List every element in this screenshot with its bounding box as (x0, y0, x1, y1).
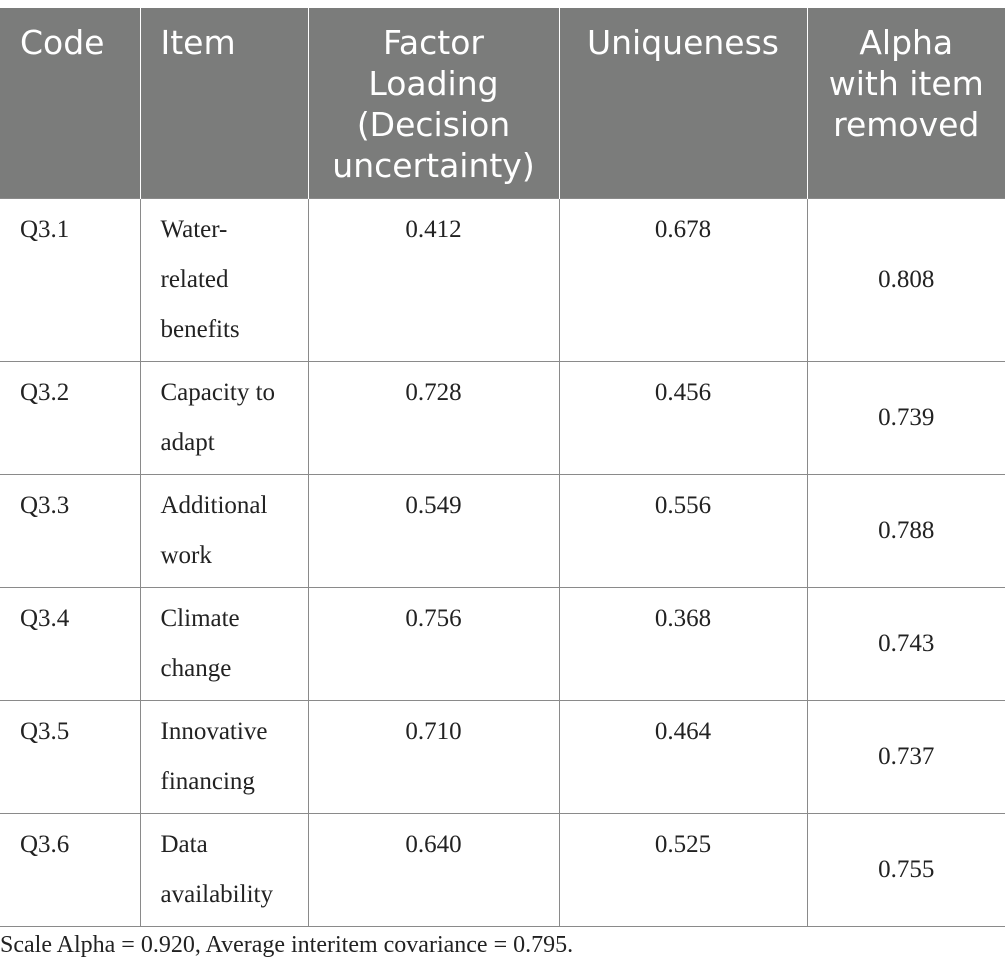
cell-uniqueness: 0.525 (558, 813, 808, 927)
cell-code: Q3.4 (0, 587, 141, 701)
header-item: Item (140, 8, 309, 199)
cell-alpha-removed: 0.808 (806, 198, 1005, 362)
factor-analysis-table: Code Item Factor Loading (Decision uncer… (0, 8, 1005, 927)
cell-uniqueness: 0.556 (558, 474, 808, 588)
cell-item: Additional work (139, 474, 309, 588)
cell-alpha-removed: 0.737 (806, 700, 1005, 814)
cell-code: Q3.2 (0, 361, 141, 475)
cell-item: Data availability (139, 813, 309, 927)
cell-factor-loading: 0.549 (307, 474, 560, 588)
cell-factor-loading: 0.756 (307, 587, 560, 701)
cell-alpha-removed: 0.739 (806, 361, 1005, 475)
cell-factor-loading: 0.412 (307, 198, 560, 362)
header-alpha-removed: Alpha with item removed (807, 8, 1005, 199)
cell-code: Q3.5 (0, 700, 141, 814)
header-uniqueness: Uniqueness (559, 8, 808, 199)
header-code: Code (0, 8, 141, 199)
cell-uniqueness: 0.464 (558, 700, 808, 814)
factor-table-container: Code Item Factor Loading (Decision uncer… (0, 8, 1005, 927)
cell-alpha-removed: 0.788 (806, 474, 1005, 588)
table-row: Q3.3 Additional work 0.549 0.556 0.788 (0, 474, 1005, 588)
table-row: Q3.2 Capacity to adapt 0.728 0.456 0.739 (0, 361, 1005, 475)
cell-item: Innovative financing (139, 700, 309, 814)
cell-code: Q3.1 (0, 198, 141, 362)
table-header-row: Code Item Factor Loading (Decision uncer… (0, 8, 1005, 199)
cell-code: Q3.6 (0, 813, 141, 927)
table-row: Q3.5 Innovative financing 0.710 0.464 0.… (0, 700, 1005, 814)
cell-factor-loading: 0.728 (307, 361, 560, 475)
header-factor-loading: Factor Loading (Decision uncertainty) (308, 8, 560, 199)
cell-item: Capacity to adapt (139, 361, 309, 475)
table-row: Q3.1 Water-related benefits 0.412 0.678 … (0, 198, 1005, 362)
cell-uniqueness: 0.456 (558, 361, 808, 475)
cell-alpha-removed: 0.743 (806, 587, 1005, 701)
cell-uniqueness: 0.678 (558, 198, 808, 362)
cell-factor-loading: 0.710 (307, 700, 560, 814)
cell-factor-loading: 0.640 (307, 813, 560, 927)
table-row: Q3.6 Data availability 0.640 0.525 0.755 (0, 813, 1005, 927)
cell-alpha-removed: 0.755 (806, 813, 1005, 927)
table-row: Q3.4 Climate change 0.756 0.368 0.743 (0, 587, 1005, 701)
table-footnote: Scale Alpha = 0.920, Average interitem c… (0, 932, 574, 958)
cell-code: Q3.3 (0, 474, 141, 588)
cell-item: Climate change (139, 587, 309, 701)
cell-uniqueness: 0.368 (558, 587, 808, 701)
cell-item: Water-related benefits (139, 198, 309, 362)
